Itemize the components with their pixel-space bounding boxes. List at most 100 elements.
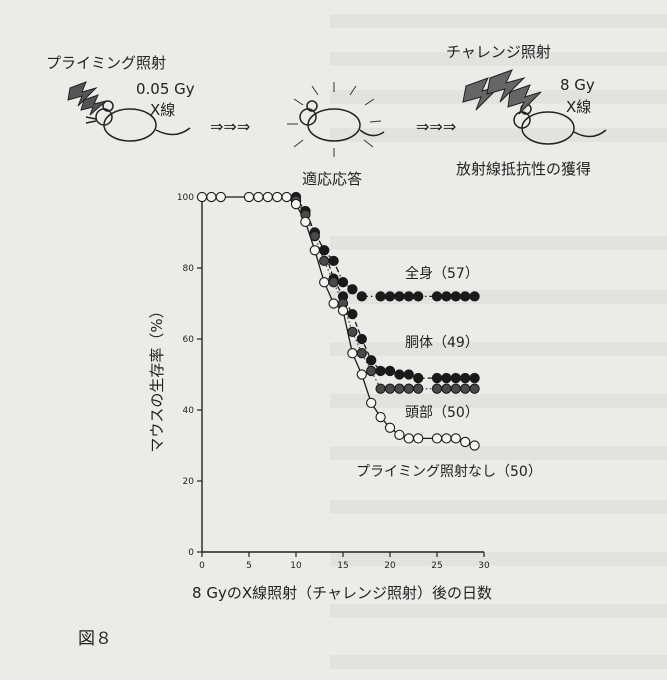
y-tick-label: 20 (183, 477, 195, 487)
point-no-priming (384, 422, 396, 433)
point-whole-body (337, 277, 349, 288)
x-tick-label: 15 (337, 561, 348, 571)
point-no-priming (441, 433, 452, 444)
point-head (309, 230, 320, 242)
point-whole-body (347, 284, 358, 295)
point-no-priming (243, 191, 255, 203)
lightning-icon-priming (67, 81, 107, 116)
mouse-icon-priming (85, 100, 191, 142)
point-whole-body (460, 291, 471, 302)
series-label-head: 頭部（50） (405, 405, 479, 421)
priming-dose: 0.05 Gy (136, 80, 195, 98)
point-head (469, 383, 480, 394)
point-head (384, 383, 396, 394)
point-head (413, 383, 424, 394)
point-head (441, 383, 452, 394)
challenge-xray: X線 (566, 98, 592, 116)
y-tick-label: 0 (188, 548, 194, 558)
point-trunk (347, 308, 358, 320)
series-line-trunk (295, 200, 475, 379)
point-no-priming (431, 433, 443, 444)
point-trunk (356, 333, 367, 345)
series-label-no-priming: プライミング照射なし（50） (356, 464, 542, 480)
point-whole-body (450, 291, 461, 302)
point-no-priming (394, 429, 405, 440)
point-head (319, 255, 330, 267)
chart-markers (196, 191, 480, 451)
point-whole-body (328, 255, 339, 267)
x-axis-label: 8 GyのX線照射（チャレンジ照射）後の日数 (192, 584, 492, 602)
illustration (67, 69, 607, 157)
point-no-priming (375, 411, 386, 423)
y-tick-label: 100 (177, 193, 194, 203)
point-no-priming (366, 397, 377, 409)
point-head (460, 383, 471, 394)
point-trunk (375, 365, 386, 377)
point-no-priming (262, 191, 273, 203)
point-no-priming (206, 191, 217, 203)
series-label-whole-body: 全身（57） (405, 265, 479, 282)
point-trunk (431, 372, 443, 384)
point-whole-body (356, 291, 367, 302)
point-no-priming (319, 277, 330, 288)
priming-xray: X線 (150, 101, 176, 119)
point-no-priming (356, 369, 367, 380)
point-no-priming (347, 348, 358, 359)
point-head (328, 277, 339, 288)
point-trunk (384, 365, 396, 377)
x-tick-label: 0 (199, 561, 205, 571)
point-no-priming (403, 433, 414, 444)
point-no-priming (450, 433, 461, 444)
radiance-lines-icon (287, 82, 382, 157)
figure-label: 図８ (78, 629, 112, 649)
point-whole-body (431, 291, 443, 302)
point-no-priming (215, 191, 226, 203)
point-no-priming (469, 440, 480, 451)
point-whole-body (441, 291, 452, 302)
point-head (366, 365, 377, 377)
survival-chart: 0 5 10 15 20 25 30 0 20 40 60 80 100 全身（57） 胴体（49） 頭部（… (148, 191, 542, 602)
point-trunk (394, 369, 405, 380)
arrow-right: ⇒⇒⇒ (416, 117, 457, 136)
y-tick-label: 40 (183, 406, 195, 416)
point-whole-body (469, 291, 480, 302)
point-head (450, 383, 461, 394)
point-no-priming (309, 245, 320, 256)
point-trunk (441, 372, 452, 384)
point-no-priming (413, 433, 424, 444)
point-no-priming (337, 305, 349, 316)
point-no-priming (328, 298, 339, 309)
point-head (403, 383, 414, 394)
point-head (375, 383, 386, 394)
x-tick-label: 10 (290, 561, 302, 571)
point-whole-body (375, 291, 386, 302)
x-tick-label: 25 (431, 561, 442, 571)
x-tick-label: 30 (478, 561, 490, 571)
priming-label: プライミング照射 (46, 54, 167, 72)
point-head (394, 383, 405, 394)
y-tick-label: 80 (183, 264, 195, 274)
point-whole-body (403, 291, 414, 302)
adaptive-response-label: 適応応答 (302, 170, 363, 188)
mouse-icon-adaptive (299, 100, 385, 142)
point-no-priming (253, 191, 264, 203)
point-head (356, 348, 367, 359)
point-trunk (403, 369, 414, 380)
point-no-priming (281, 191, 292, 203)
chart-axes: 0 5 10 15 20 25 30 0 20 40 60 80 100 (177, 193, 490, 571)
point-no-priming (290, 198, 302, 210)
point-trunk (366, 355, 377, 366)
challenge-dose: 8 Gy (560, 76, 595, 94)
point-no-priming (460, 436, 471, 448)
x-tick-label: 20 (384, 561, 396, 571)
point-trunk (319, 245, 330, 256)
acquired-resistance-label: 放射線抵抗性の獲得 (456, 160, 592, 178)
point-trunk (450, 372, 461, 384)
point-head (347, 326, 358, 338)
arrow-left: ⇒⇒⇒ (210, 117, 251, 136)
lightning-icon-challenge (462, 69, 542, 115)
x-tick-label: 5 (246, 561, 252, 571)
point-whole-body (394, 291, 405, 302)
point-trunk (469, 372, 480, 384)
point-no-priming (196, 191, 208, 203)
